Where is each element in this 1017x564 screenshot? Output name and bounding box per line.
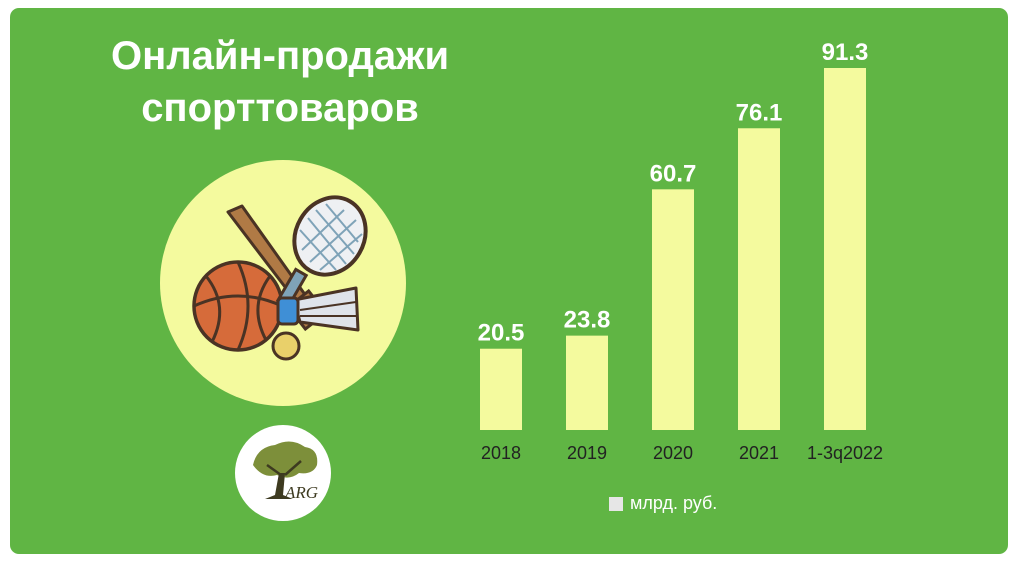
sports-equipment-illustration xyxy=(192,195,368,361)
page-title: Онлайн-продажи спорттоваров xyxy=(60,30,500,134)
legend-label: млрд. руб. xyxy=(630,493,718,513)
x-tick-1-3q2022: 1-3q2022 xyxy=(807,443,883,463)
bar-2020 xyxy=(652,189,694,430)
bar-2018 xyxy=(480,348,522,430)
tree-logo-icon xyxy=(253,441,318,499)
basketball-icon xyxy=(192,260,284,352)
sports-emblem xyxy=(160,160,406,406)
data-label-2020: 60.7 xyxy=(650,160,697,187)
arg-logo: ARG xyxy=(235,425,331,521)
x-tick-2019: 2019 xyxy=(567,443,607,463)
title-line-2: спорттоваров xyxy=(141,86,419,130)
shuttlecock-icon xyxy=(276,286,360,332)
data-label-2018: 20.5 xyxy=(478,320,525,347)
x-tick-2021: 2021 xyxy=(739,443,779,463)
legend-swatch xyxy=(609,496,623,511)
bar-1-3q2022 xyxy=(824,68,866,430)
data-label-2019: 23.8 xyxy=(564,307,611,334)
data-label-1-3q2022: 91.3 xyxy=(822,39,869,66)
tennis-racket-icon xyxy=(275,195,368,309)
logo-text: ARG xyxy=(285,483,319,502)
data-label-2021: 76.1 xyxy=(736,99,783,126)
tennis-ball-icon xyxy=(271,331,301,361)
x-tick-2020: 2020 xyxy=(653,443,693,463)
bar-2019 xyxy=(566,335,608,430)
chart-legend: млрд. руб. xyxy=(609,493,717,514)
x-tick-2018: 2018 xyxy=(481,443,521,463)
title-line-1: Онлайн-продажи xyxy=(110,34,450,78)
bar-2021 xyxy=(738,128,780,430)
